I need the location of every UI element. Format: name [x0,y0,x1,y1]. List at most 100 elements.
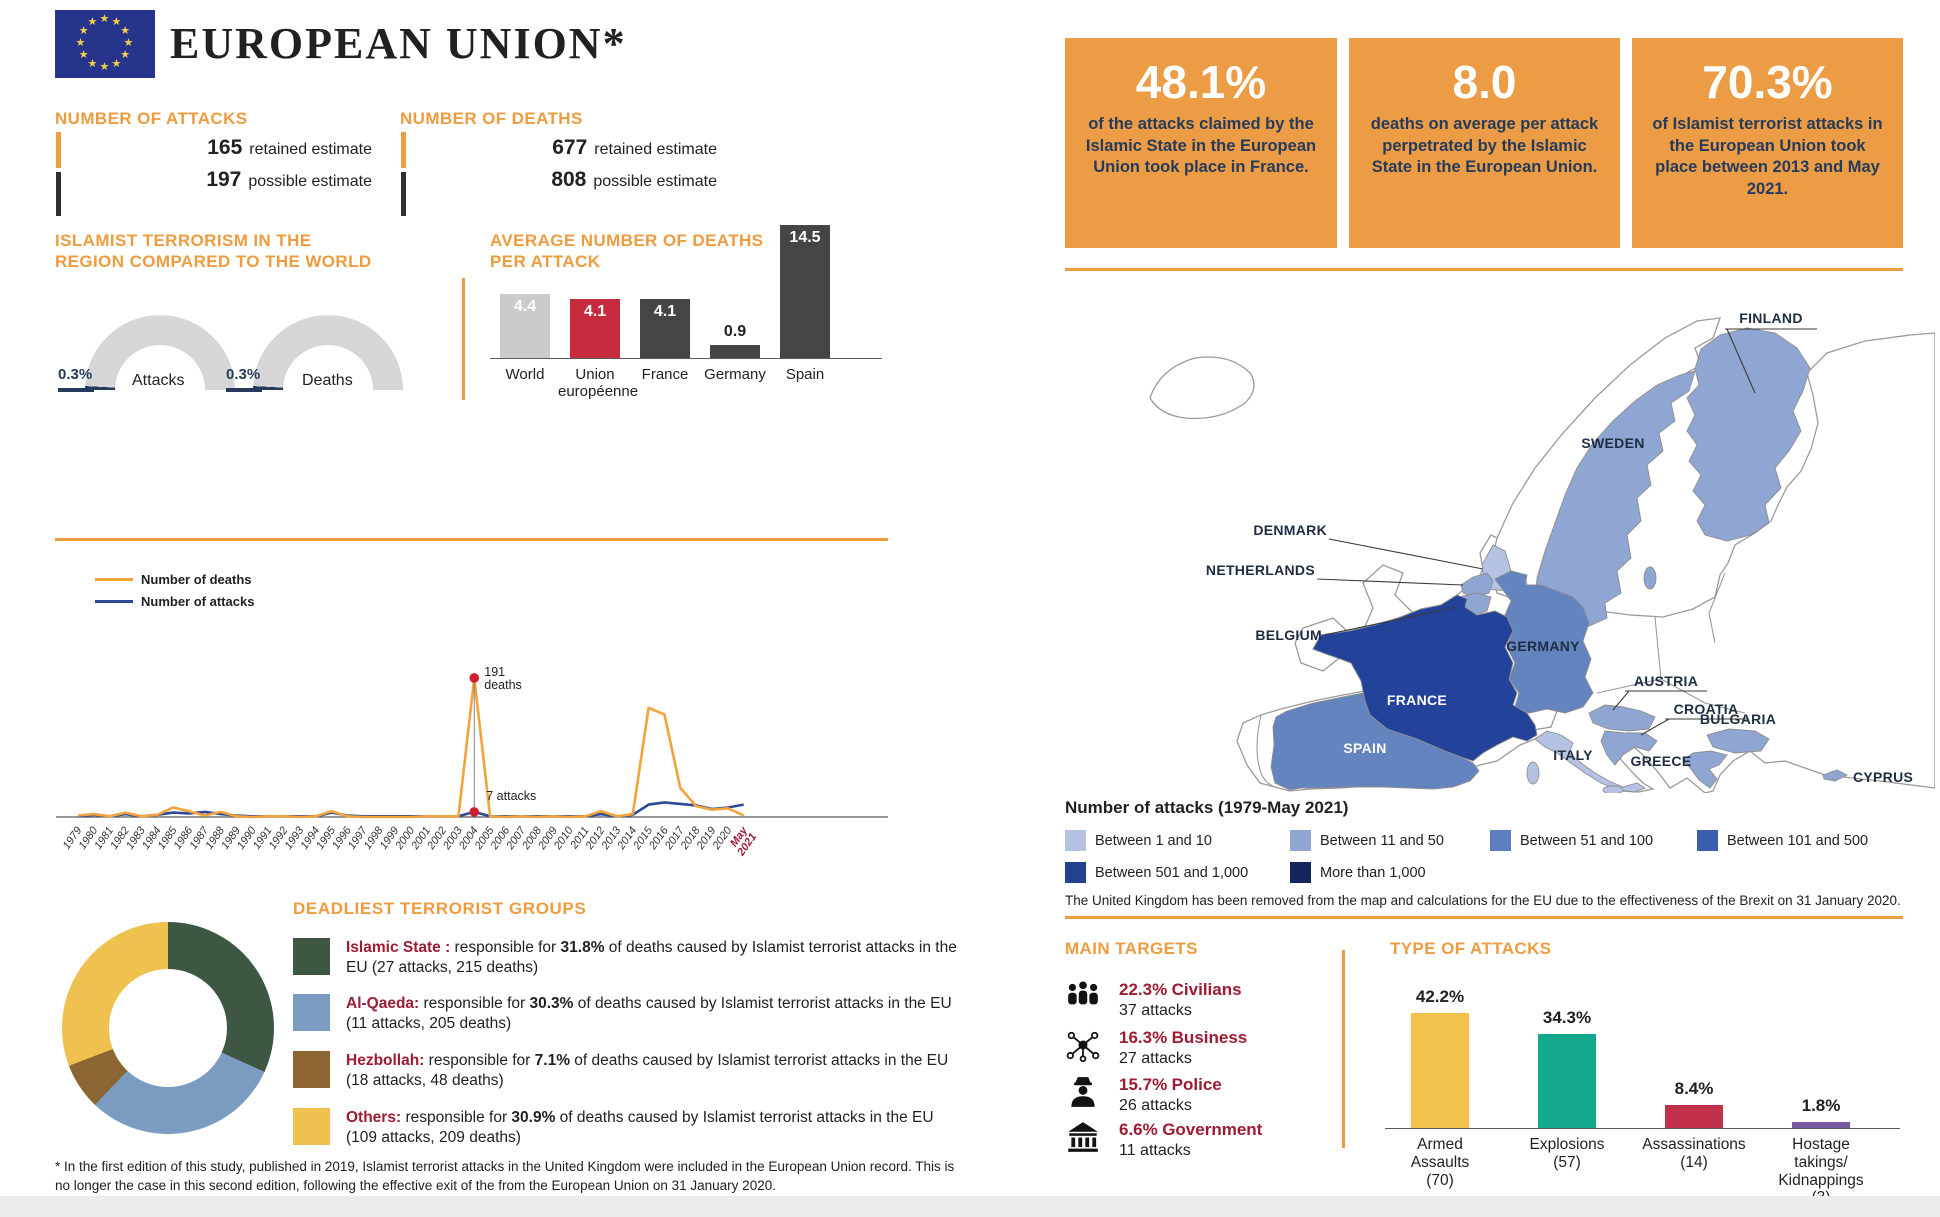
divider-right-top [1065,268,1903,271]
hezbollah-text: Hezbollah: responsible for 7.1% of death… [346,1051,966,1092]
attacks-line-label: Number of attacks [141,593,255,609]
highlight-period-value: 70.3% [1702,56,1833,108]
annotation-191-deaths: 191 deaths [484,665,522,692]
island-sardinia [1526,761,1540,785]
type-bar-value-3: 1.8% [1801,1096,1841,1115]
civilians-pct: 22.3% [1119,980,1168,999]
police-label: Police [1171,1075,1222,1094]
others-swatch [293,1108,330,1145]
deadliest-groups-title: DEADLIEST TERRORIST GROUPS [293,899,587,918]
hezbollah-tail: of deaths caused by Islamist terrorist a… [346,1052,949,1090]
map-legend-item-3: Between 51 and 100 [1490,830,1653,851]
annotation-7-attacks: 7 attacks [486,789,536,803]
highlight-box-france: 48.1% of the attacks claimed by the Isla… [1065,38,1337,248]
islamic-state-pre: responsible for [454,939,561,956]
country-finland [1686,327,1811,542]
map-label-denmark: DENMARK [1253,522,1327,538]
government-text: 6.6% Government 11 attacks [1119,1120,1262,1160]
europe-map: FINLAND SWEDEN DENMARK NETHERLANDS GERMA… [1149,310,1935,793]
map-label-spain: SPAIN [1343,740,1386,756]
islamic-state-text: Islamic State : responsible for 31.8% of… [346,938,966,979]
country-sweden [1534,370,1696,632]
group-row-islamic-state: Islamic State : responsible for 31.8% of… [293,938,966,979]
deaths-possible-label: possible estimate [593,173,717,190]
civilians-attacks: 37 attacks [1119,1002,1192,1019]
map-legend-item-4: Between 101 and 500 [1697,830,1868,851]
avg-category-0: World [505,366,545,383]
map-legend-label-3: Between 51 and 100 [1520,832,1654,849]
eu-flag-star: ★ [99,13,110,25]
highlight-avg-value: 8.0 [1452,56,1517,108]
group-row-hezbollah: Hezbollah: responsible for 7.1% of death… [293,1051,966,1092]
gauge-deaths-tick [226,388,262,392]
divider-vertical-left [462,278,465,400]
highlight-box-period: 70.3% of Islamist terrorist attacks in t… [1632,38,1903,248]
hezbollah-pct: 7.1% [534,1052,570,1069]
map-legend-swatch-4 [1697,830,1718,851]
map-label-finland: FINLAND [1739,310,1803,326]
pointer-belgium [1323,606,1458,636]
type-bar-value-0: 42.2% [1415,987,1465,1006]
others-text: Others: responsible for 30.9% of deaths … [346,1108,966,1149]
map-legend-label-1: Between 1 and 10 [1095,832,1212,849]
map-label-greece: GREECE [1631,753,1692,769]
eu-flag-star: ★ [78,25,89,37]
border-portugal [1256,714,1276,788]
pointer-netherlands [1316,578,1464,586]
avg-bar-value-4: 14.5 [789,229,821,246]
type-bar-value-2: 8.4% [1674,1079,1714,1098]
highlight-period-text: of Islamist terrorist attacks in the Eur… [1652,115,1883,198]
civilians-text: 22.3% Civilians 37 attacks [1119,980,1242,1020]
al-qaeda-name: Al-Qaeda: [346,995,424,1012]
highlight-box-avg-deaths: 8.0 deaths on average per attack perpetr… [1349,38,1620,248]
al-qaeda-swatch [293,994,330,1031]
gauge-deaths-value: 0.3% [226,366,261,383]
others-tail: of deaths caused by Islamist terrorist a… [346,1109,934,1147]
map-legend-label-4: Between 101 and 500 [1727,832,1869,849]
hezbollah-pre: responsible for [428,1052,535,1069]
country-austria [1588,704,1656,732]
deaths-retained-value: 677 [552,136,588,159]
al-qaeda-text: Al-Qaeda: responsible for 30.3% of death… [346,994,966,1035]
map-legend-swatch-6 [1290,862,1311,883]
attacks-retained-label: retained estimate [249,141,372,158]
legend-item-attacks: Number of attacks [95,590,254,612]
map-legend-swatch-1 [1065,830,1086,851]
divider-left-middle [55,538,888,541]
type-category-0: Armed Assaults (70) [1410,1136,1470,1189]
island-sicily [1602,785,1624,793]
type-category-2: Assassinations (14) [1642,1136,1746,1171]
others-pre: responsible for [405,1109,512,1126]
map-label-cyprus: CYPRUS [1853,769,1913,785]
deaths-possible-value: 808 [551,168,587,191]
country-italy [1534,730,1646,793]
target-row-police: 15.7% Police 26 attacks [1065,1075,1222,1115]
others-pct: 30.9% [511,1109,556,1126]
deaths-line-swatch [95,577,133,581]
avg-bar-value-1: 4.1 [583,303,607,320]
country-spain [1270,692,1480,791]
eu-flag-star: ★ [78,49,89,61]
hezbollah-swatch [293,1051,330,1088]
country-croatia [1600,730,1658,766]
police-attacks: 26 attacks [1119,1097,1192,1114]
attacks-peak-dot [469,807,480,817]
country-iceland [1149,356,1255,420]
type-bar-2 [1665,1105,1723,1128]
main-targets-title: MAIN TARGETS [1065,939,1198,958]
islamic-state-name: Islamic State : [346,939,455,956]
target-row-business: 16.3% Business 27 attacks [1065,1028,1247,1068]
map-legend-item-1: Between 1 and 10 [1065,830,1212,851]
eu-flag-star: ★ [111,57,122,70]
type-bar-value-1: 34.3% [1542,1008,1592,1027]
type-bar-3 [1792,1122,1850,1128]
target-row-government: 6.6% Government 11 attacks [1065,1120,1262,1160]
attacks-retained-row: 165 retained estimate [70,136,372,160]
deadliest-groups-donut-hole [109,969,227,1087]
business-label: Business [1171,1028,1248,1047]
avg-deaths-title: AVERAGE NUMBER OF DEATHS PER ATTACK [490,231,764,272]
deaths-retained-row: 677 retained estimate [415,136,717,160]
civilians-icon [1068,981,1098,1005]
page-title: EUROPEAN UNION* [170,19,627,68]
